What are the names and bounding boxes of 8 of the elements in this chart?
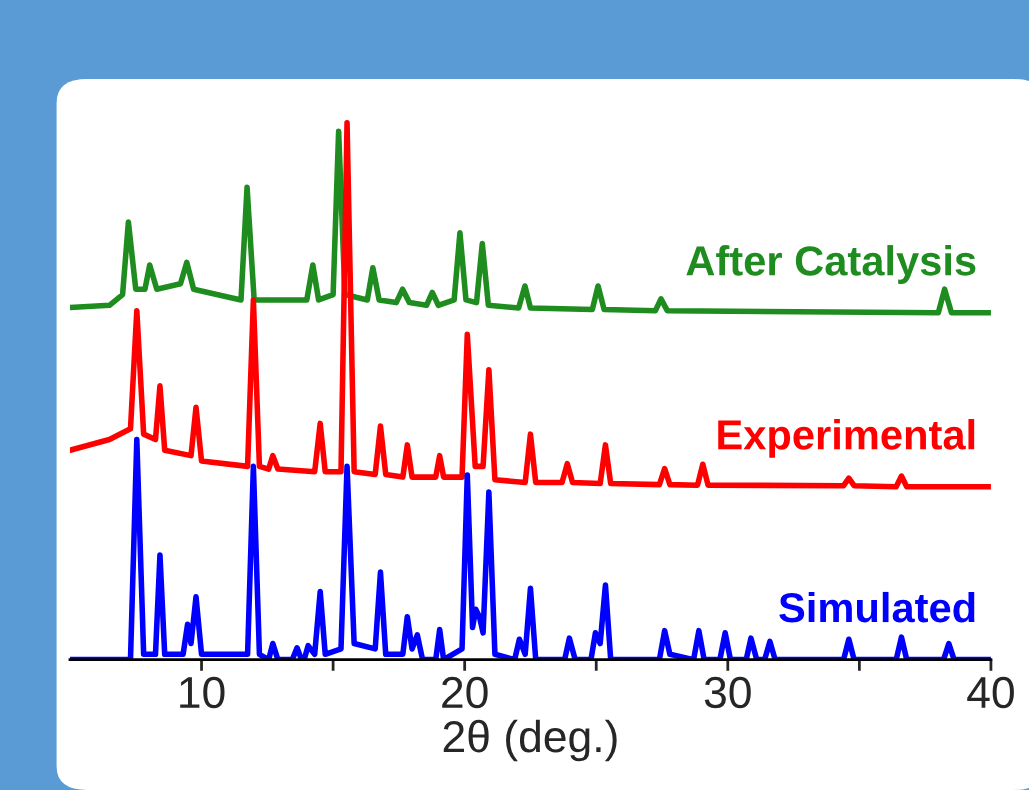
x-tick-label: 10 — [180, 676, 225, 709]
x-tick-label: 30 — [704, 676, 751, 709]
series-label: Experimental — [718, 419, 975, 458]
x-axis-title: 2θ (deg.) — [443, 719, 617, 762]
x-tick-label: 40 — [967, 676, 1014, 709]
series-label: After Catalysis — [686, 245, 976, 284]
x-tick-label: 20 — [442, 676, 488, 709]
series-label: Simulated — [779, 591, 975, 623]
